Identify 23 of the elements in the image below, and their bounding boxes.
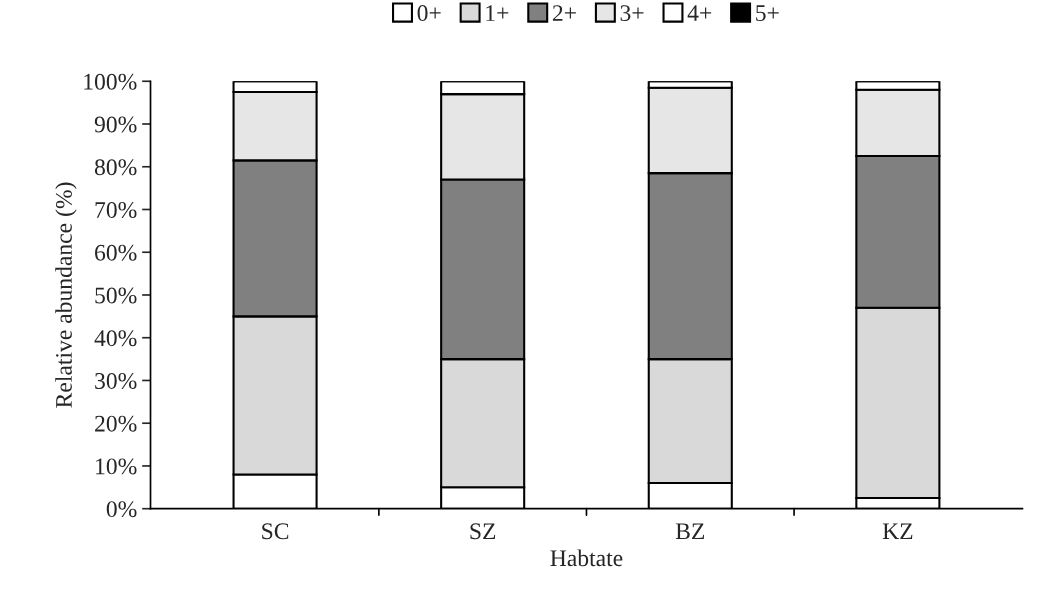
y-tick-label: 50%	[95, 287, 137, 304]
y-tick-label: 60%	[95, 244, 137, 261]
x-tick-label: BZ	[675, 523, 705, 540]
legend-label: 0+	[417, 5, 441, 22]
x-tick-label: SC	[262, 523, 289, 540]
legend-label: 5+	[756, 5, 779, 22]
y-tick-label: 10%	[96, 458, 137, 475]
legend-label: 3+	[620, 5, 644, 22]
y-tick-label: 0%	[106, 501, 137, 518]
y-tick-label: 20%	[95, 415, 137, 432]
legend-label: 4+	[687, 5, 712, 21]
legend-label: 2+	[552, 5, 576, 21]
y-tick-label: 30%	[95, 372, 137, 389]
y-tick-label: 80%	[94, 159, 137, 176]
x-axis-title: Habtate	[550, 549, 623, 567]
y-tick-label: 70%	[95, 201, 137, 218]
y-tick-label: 40%	[94, 330, 137, 347]
y-axis-title: Relative abundance (%)	[55, 182, 77, 408]
legend-label: 1+	[486, 5, 509, 21]
y-tick-label: 100%	[84, 73, 137, 90]
y-tick-label: 90%	[94, 116, 137, 133]
x-tick-label: SZ	[470, 523, 496, 540]
x-tick-label: KZ	[882, 523, 913, 539]
